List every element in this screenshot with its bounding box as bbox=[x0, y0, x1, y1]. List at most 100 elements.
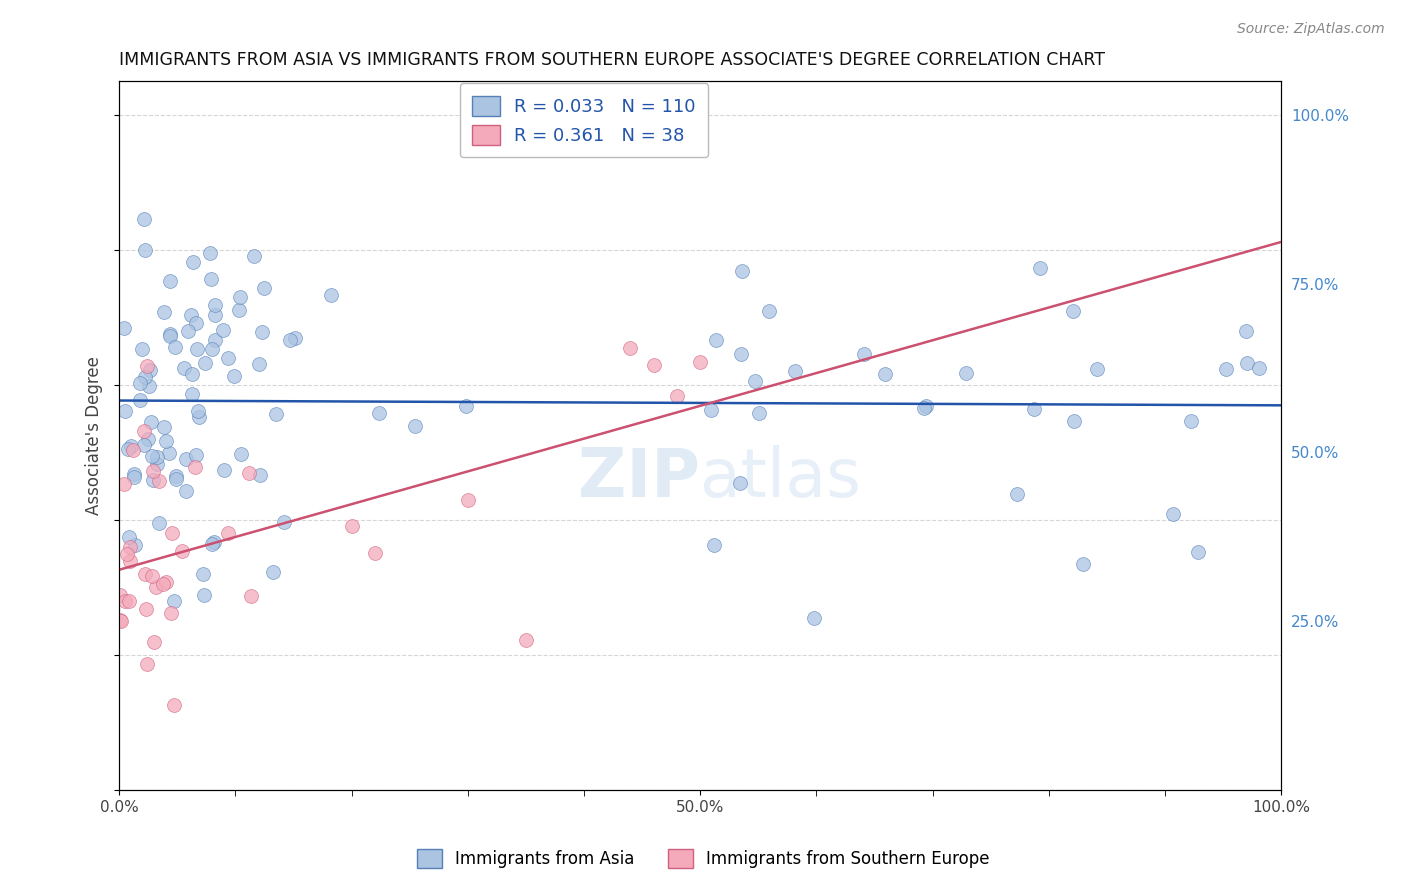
Point bbox=[700, 402, 723, 417]
Point bbox=[122, 467, 145, 481]
Point bbox=[114, 404, 136, 418]
Text: IMMIGRANTS FROM ASIA VS IMMIGRANTS FROM SOUTHERN EUROPE ASSOCIATE'S DEGREE CORRE: IMMIGRANTS FROM ASIA VS IMMIGRANTS FROM … bbox=[120, 51, 1105, 69]
Point bbox=[124, 538, 146, 552]
Point bbox=[193, 589, 215, 603]
Point bbox=[163, 698, 186, 712]
Text: atlas: atlas bbox=[700, 445, 860, 511]
Point bbox=[108, 589, 131, 603]
Point bbox=[165, 340, 187, 354]
Point bbox=[191, 566, 214, 581]
Point bbox=[202, 535, 225, 549]
Point bbox=[135, 657, 157, 672]
Point bbox=[238, 466, 260, 480]
Point bbox=[160, 607, 183, 621]
Point bbox=[194, 356, 217, 370]
Point bbox=[914, 401, 936, 415]
Point bbox=[152, 577, 174, 591]
Point bbox=[875, 367, 897, 381]
Point bbox=[131, 343, 153, 357]
Point bbox=[262, 566, 284, 580]
Point bbox=[340, 519, 363, 533]
Point bbox=[278, 333, 301, 347]
Point bbox=[159, 274, 181, 288]
Point bbox=[730, 264, 752, 278]
Point bbox=[117, 442, 139, 456]
Legend: R = 0.033   N = 110, R = 0.361   N = 38: R = 0.033 N = 110, R = 0.361 N = 38 bbox=[460, 83, 709, 157]
Point bbox=[170, 544, 193, 558]
Point bbox=[186, 343, 208, 357]
Point bbox=[145, 580, 167, 594]
Point bbox=[319, 287, 342, 301]
Y-axis label: Associate's Degree: Associate's Degree bbox=[86, 356, 103, 515]
Point bbox=[174, 452, 197, 467]
Point bbox=[138, 379, 160, 393]
Point bbox=[134, 369, 156, 384]
Point bbox=[228, 303, 250, 318]
Point bbox=[159, 329, 181, 343]
Point bbox=[139, 362, 162, 376]
Point bbox=[153, 305, 176, 319]
Point bbox=[201, 537, 224, 551]
Point bbox=[112, 476, 135, 491]
Point bbox=[153, 420, 176, 434]
Point bbox=[155, 574, 177, 589]
Point bbox=[159, 326, 181, 341]
Point bbox=[135, 359, 157, 374]
Point bbox=[200, 272, 222, 286]
Point bbox=[118, 530, 141, 544]
Point bbox=[643, 358, 665, 372]
Point bbox=[515, 632, 537, 647]
Point bbox=[177, 325, 200, 339]
Point bbox=[134, 211, 156, 226]
Point bbox=[456, 399, 478, 413]
Point bbox=[689, 355, 711, 369]
Point bbox=[1163, 508, 1185, 522]
Point bbox=[1187, 545, 1209, 559]
Point bbox=[148, 516, 170, 530]
Point bbox=[250, 325, 273, 339]
Point bbox=[212, 323, 235, 337]
Point bbox=[783, 364, 806, 378]
Point bbox=[114, 594, 136, 608]
Point bbox=[914, 400, 936, 414]
Text: ZIP: ZIP bbox=[578, 445, 700, 511]
Point bbox=[204, 298, 226, 312]
Point bbox=[204, 333, 226, 347]
Point bbox=[368, 407, 391, 421]
Point bbox=[229, 447, 252, 461]
Point bbox=[748, 406, 770, 420]
Point bbox=[181, 367, 204, 381]
Point bbox=[120, 554, 142, 568]
Point bbox=[1215, 361, 1237, 376]
Point bbox=[115, 548, 138, 562]
Point bbox=[730, 347, 752, 361]
Point bbox=[1063, 414, 1085, 428]
Point bbox=[148, 474, 170, 488]
Point bbox=[249, 468, 271, 483]
Point bbox=[253, 281, 276, 295]
Point bbox=[146, 450, 169, 464]
Point bbox=[704, 333, 727, 347]
Point bbox=[174, 484, 197, 499]
Text: Source: ZipAtlas.com: Source: ZipAtlas.com bbox=[1237, 22, 1385, 37]
Point bbox=[364, 546, 387, 560]
Point bbox=[157, 446, 180, 460]
Point bbox=[224, 368, 246, 383]
Point bbox=[110, 614, 132, 628]
Point bbox=[165, 472, 187, 486]
Point bbox=[217, 351, 239, 365]
Point bbox=[112, 321, 135, 335]
Point bbox=[243, 249, 266, 263]
Point bbox=[803, 610, 825, 624]
Point bbox=[1236, 356, 1258, 370]
Point bbox=[134, 244, 156, 258]
Point bbox=[217, 525, 239, 540]
Point bbox=[1247, 361, 1270, 376]
Point bbox=[141, 569, 163, 583]
Point bbox=[184, 317, 207, 331]
Point bbox=[181, 254, 204, 268]
Point bbox=[165, 469, 187, 483]
Point bbox=[665, 389, 688, 403]
Point bbox=[955, 366, 977, 380]
Point bbox=[273, 515, 295, 529]
